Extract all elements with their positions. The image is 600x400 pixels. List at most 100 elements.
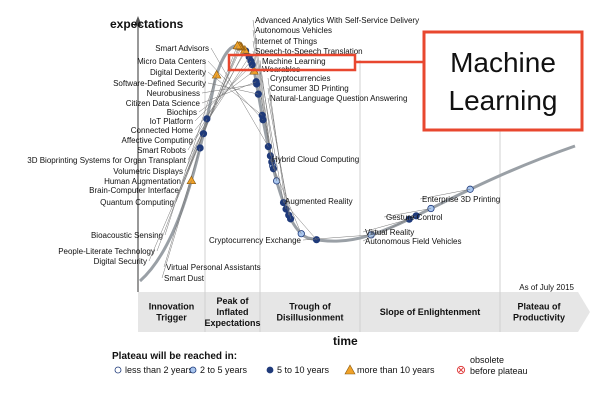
- phase-labels: Innovation Trigger Peak of Inflated Expectat…: [149, 296, 565, 328]
- tech-label: Virtual Personal Assistants: [166, 263, 261, 272]
- phase-label-peak-of-inflated-expectations: Peak of Inflated Expectations: [204, 296, 260, 328]
- x-axis-label: time: [333, 334, 358, 348]
- tech-point-digital-dexterity: Digital Dexterity: [150, 68, 266, 119]
- leader-line: [259, 68, 284, 203]
- leader-line: [252, 19, 273, 166]
- tech-label: Software-Defined Security: [113, 79, 206, 88]
- legend-title: Plateau will be reached in:: [112, 351, 237, 362]
- tech-label: Affective Computing: [122, 136, 193, 145]
- phase-label-plateau-of-productivity: Plateau of Productivity: [513, 302, 565, 323]
- legend-item-5to10: 5 to 10 years: [266, 365, 330, 375]
- tech-label: Human Augmentation: [104, 177, 181, 186]
- triangle-marker: [232, 40, 243, 50]
- leader-line: [419, 189, 471, 200]
- plot-background: [138, 292, 590, 332]
- tech-label: Neurobusiness: [147, 89, 200, 98]
- tech-point-cryptocurrency-exchange: Cryptocurrency Exchange: [209, 231, 375, 245]
- phase-label-trough-of-disillusionment: Trough of Disillusionment: [276, 302, 343, 323]
- leader-line: [161, 180, 192, 279]
- legend-dot: [114, 366, 122, 374]
- tech-label: Augmented Reality: [285, 197, 353, 206]
- legend-label: more than 10 years: [357, 365, 435, 375]
- leader-line: [282, 200, 317, 240]
- leader-line: [207, 71, 263, 116]
- tech-label: Gesture Control: [386, 213, 443, 222]
- tech-label: Autonomous Vehicles: [255, 26, 332, 35]
- tech-point-bioacoustic-sensing: Bioacoustic Sensing: [91, 69, 222, 240]
- tech-label: Micro Data Centers: [137, 57, 206, 66]
- leader-line: [207, 60, 264, 120]
- triangle-marker: [211, 69, 222, 79]
- tech-label: Quantum Computing: [100, 198, 174, 207]
- leader-line: [302, 234, 372, 241]
- callout-box: [422, 30, 584, 132]
- leader-line: [269, 158, 302, 234]
- legend-item-lt2: less than 2 years: [114, 365, 194, 375]
- leader-line: [184, 46, 242, 172]
- tech-label: Machine Learning: [262, 57, 326, 66]
- tech-point-hybrid-cloud-computing: Hybrid Cloud Computing: [269, 155, 359, 238]
- tech-point-virtual-personal-assistants: Virtual Personal Assistants: [163, 144, 261, 272]
- legend-label: obsolete before plateau: [470, 355, 528, 376]
- legend-dot: [189, 366, 197, 374]
- tech-label: Cryptocurrency Exchange: [209, 236, 302, 245]
- leader-line: [207, 82, 259, 95]
- as-of-note: As of July 2015: [519, 283, 574, 292]
- tech-label: Citizen Data Science: [126, 99, 201, 108]
- tech-label: Volumetric Displays: [113, 167, 183, 176]
- tech-label: People-Literate Technology: [58, 247, 155, 256]
- leader-line: [252, 40, 271, 156]
- tech-label: Smart Robots: [137, 146, 186, 155]
- y-axis-label: expectations: [110, 17, 184, 31]
- leader-line: [383, 208, 431, 218]
- tech-label: Internet of Things: [255, 37, 317, 46]
- tech-label: Bioacoustic Sensing: [91, 231, 163, 240]
- phase-label-innovation-trigger: Innovation Trigger: [149, 302, 195, 323]
- tech-label: Smart Dust: [164, 274, 205, 283]
- tech-label: Advanced Analytics With Self-Service Del…: [255, 16, 419, 25]
- legend-dot: [266, 366, 274, 374]
- tech-point-augmented-reality: Augmented Reality: [282, 197, 353, 244]
- leader-line: [164, 74, 217, 236]
- tech-label: Autonomous Field Vehicles: [365, 237, 462, 246]
- legend-triangle: [344, 364, 356, 375]
- leader-line: [201, 83, 257, 94]
- tech-point-digital-security: Digital Security: [94, 130, 208, 266]
- tech-label: Digital Dexterity: [150, 68, 206, 77]
- triangle-marker: [186, 175, 197, 185]
- legend-label: 2 to 5 years: [200, 365, 248, 375]
- leader-line: [362, 218, 410, 233]
- tech-label: Virtual Reality: [365, 228, 414, 237]
- leader-line: [175, 45, 238, 203]
- leader-line: [259, 60, 277, 181]
- phase-band-arrow: [578, 292, 590, 332]
- tech-point-internet-of-things: Internet of Things: [252, 37, 317, 160]
- phase-label-slope-of-enlightenment: Slope of Enlightenment: [380, 307, 481, 317]
- tech-point-autonomous-field-vehicles: Autonomous Field Vehicles: [362, 212, 462, 246]
- tech-label: Consumer 3D Printing: [270, 84, 349, 93]
- tech-label: 3D Bioprinting Systems for Organ Transpl…: [27, 156, 187, 165]
- leader-line: [148, 133, 204, 262]
- tech-label: Connected Home: [131, 126, 194, 135]
- leader-line: [201, 81, 257, 104]
- leader-line: [362, 215, 417, 242]
- machine-learning-callout: Machine Learning: [227, 30, 584, 132]
- tech-label: Natural-Language Question Answering: [270, 94, 407, 103]
- tech-label: Brain-Computer Interface: [89, 186, 179, 195]
- y-axis-arrow: [134, 16, 142, 26]
- technology-points: Advanced Analytics With Self-Service Del…: [27, 16, 500, 283]
- legend-item-2to5: 2 to 5 years: [189, 365, 248, 375]
- axes: expectations: [110, 16, 184, 292]
- tech-point-quantum-computing: Quantum Computing: [100, 40, 243, 207]
- leader-line: [187, 49, 246, 161]
- tech-label: Digital Security: [94, 257, 147, 266]
- tech-point-software-defined-security: Software-Defined Security: [113, 79, 262, 98]
- tech-label: IoT Platform: [150, 117, 194, 126]
- callout-line-2: Learning: [449, 85, 558, 116]
- legend-item-obsolete: obsolete before plateau: [456, 355, 528, 376]
- legend-label: less than 2 years: [125, 365, 194, 375]
- leader-line: [163, 147, 201, 268]
- tech-label: Biochips: [167, 108, 197, 117]
- legend: Plateau will be reached in: less than 2 …: [112, 351, 528, 376]
